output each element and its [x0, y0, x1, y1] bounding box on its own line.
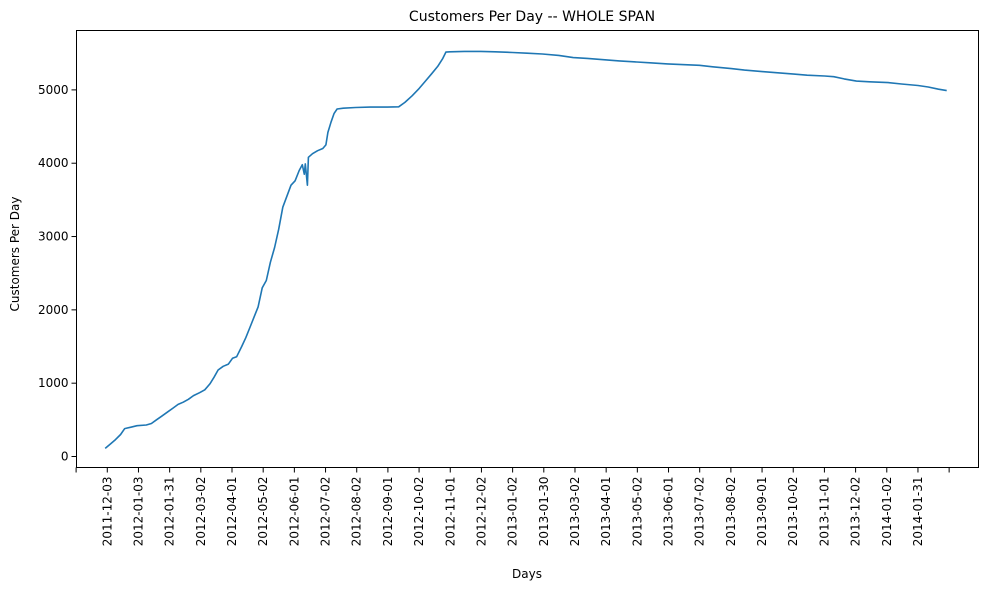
x-tick-label: 2013-07-02: [693, 477, 707, 547]
x-tick-label: 2013-01-02: [506, 477, 520, 547]
y-tick-label: 4000: [38, 156, 69, 170]
y-tick-label: 0: [61, 450, 69, 464]
x-tick-label: 2013-08-02: [724, 477, 738, 547]
x-tick-label: 2012-04-01: [225, 477, 239, 547]
x-tick-label: 2013-09-01: [755, 477, 769, 547]
x-tick-label: 2013-01-30: [537, 477, 551, 547]
x-tick-label: 2012-11-01: [443, 477, 457, 547]
x-tick-label: 2012-07-02: [319, 477, 333, 547]
x-tick-label: 2012-03-02: [194, 477, 208, 547]
y-axis-ticks: 0 1000 2000 3000 4000 5000: [38, 83, 77, 464]
y-tick-label: 3000: [38, 230, 69, 244]
y-axis-label: Customers Per Day: [8, 197, 22, 312]
x-tick-label: 2012-01-31: [163, 477, 177, 547]
x-tick-label: 2012-01-03: [131, 477, 145, 547]
plot-frame: [76, 30, 979, 468]
x-tick-label: 2012-12-02: [474, 477, 488, 547]
x-tick-label: 2012-06-01: [287, 477, 301, 547]
series-line-0: [104, 50, 947, 450]
x-tick-label: 2014-01-02: [880, 477, 894, 547]
x-axis-label: Days: [512, 567, 542, 581]
y-tick-label: 2000: [38, 303, 69, 317]
x-tick-label: 2013-04-01: [599, 477, 613, 547]
y-tick-label: 5000: [38, 83, 69, 97]
x-tick-label: 2011-12-03: [100, 477, 114, 547]
x-tick-label: 2013-05-02: [630, 477, 644, 547]
x-tick-label: 2012-09-01: [381, 477, 395, 547]
x-tick-label: 2013-11-01: [817, 477, 831, 547]
x-tick-label: 2014-01-31: [911, 477, 925, 547]
x-tick-label: 2012-08-02: [350, 477, 364, 547]
x-axis-ticks: 2011-12-03 2012-01-03 2012-01-31 2012-03-02…: [75, 467, 950, 547]
x-tick-label: 2012-05-02: [256, 477, 270, 547]
y-tick-label: 1000: [38, 376, 69, 390]
x-tick-label: 2013-03-02: [568, 477, 582, 547]
chart-title: Customers Per Day -- WHOLE SPAN: [409, 9, 655, 25]
series-layer: [104, 50, 947, 450]
x-tick-label: 2013-12-02: [849, 477, 863, 547]
x-tick-label: 2012-10-02: [412, 477, 426, 547]
x-tick-label: 2013-06-01: [662, 477, 676, 547]
x-tick-label: 2013-10-02: [786, 477, 800, 547]
